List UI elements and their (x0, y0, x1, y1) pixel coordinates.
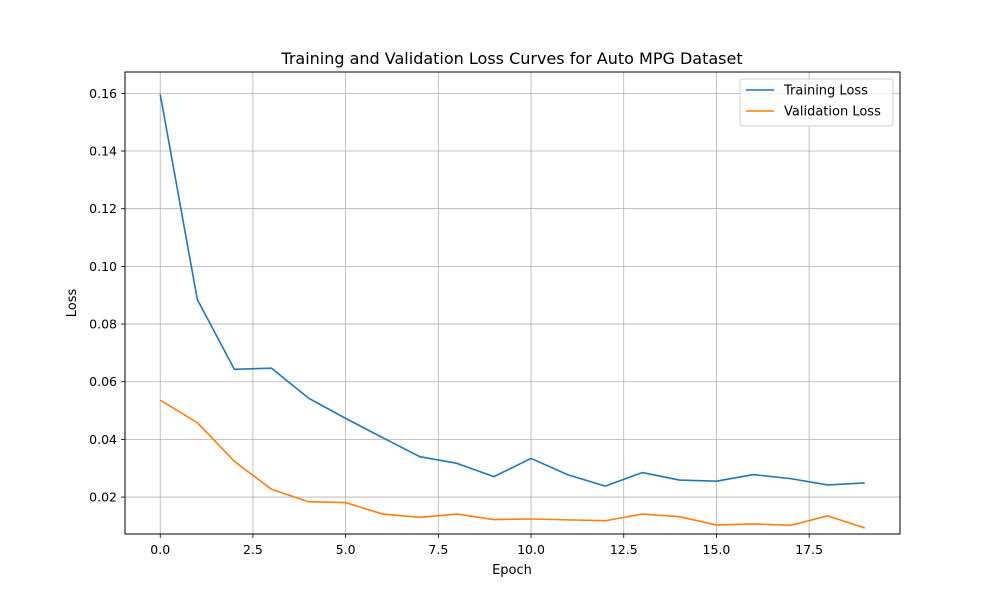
x-tick-label: 0.0 (150, 542, 170, 557)
x-tick-label: 15.0 (703, 542, 731, 557)
x-tick-label: 10.0 (517, 542, 545, 557)
legend-box (739, 78, 894, 127)
y-tick-label: 0.04 (89, 432, 117, 447)
y-tick-label: 0.12 (89, 201, 117, 216)
x-axis-label: Epoch (492, 563, 532, 578)
grid (125, 72, 900, 534)
x-tick-label: 17.5 (795, 542, 823, 557)
tick-layer: 0.0 2.5 5.0 7.5 10.0 12.5 15.0 17.5 0.02 0.04 0.06… (89, 86, 823, 557)
series-layer (159, 94, 866, 529)
y-axis-label: Loss (65, 289, 80, 318)
legend: Training Loss Validation Loss (739, 78, 894, 127)
series-line-training-loss (159, 94, 865, 487)
x-tick-label: 5.0 (336, 542, 356, 557)
chart-title: Training and Validation Loss Curves for … (280, 49, 742, 68)
y-tick-label: 0.08 (89, 317, 117, 332)
y-tick-label: 0.14 (89, 144, 117, 159)
y-tick-label: 0.16 (89, 86, 117, 101)
y-tick-label: 0.06 (89, 374, 117, 389)
legend-label: Validation Loss (784, 105, 881, 120)
x-tick-label: 7.5 (428, 542, 448, 557)
legend-label: Training Loss (783, 84, 868, 99)
plot-frame (124, 71, 901, 535)
series-line-validation-loss (159, 399, 866, 529)
x-tick-label: 2.5 (243, 542, 263, 557)
y-tick-label: 0.10 (89, 259, 117, 274)
y-tick-label: 0.02 (89, 490, 117, 505)
x-tick-label: 12.5 (610, 542, 638, 557)
